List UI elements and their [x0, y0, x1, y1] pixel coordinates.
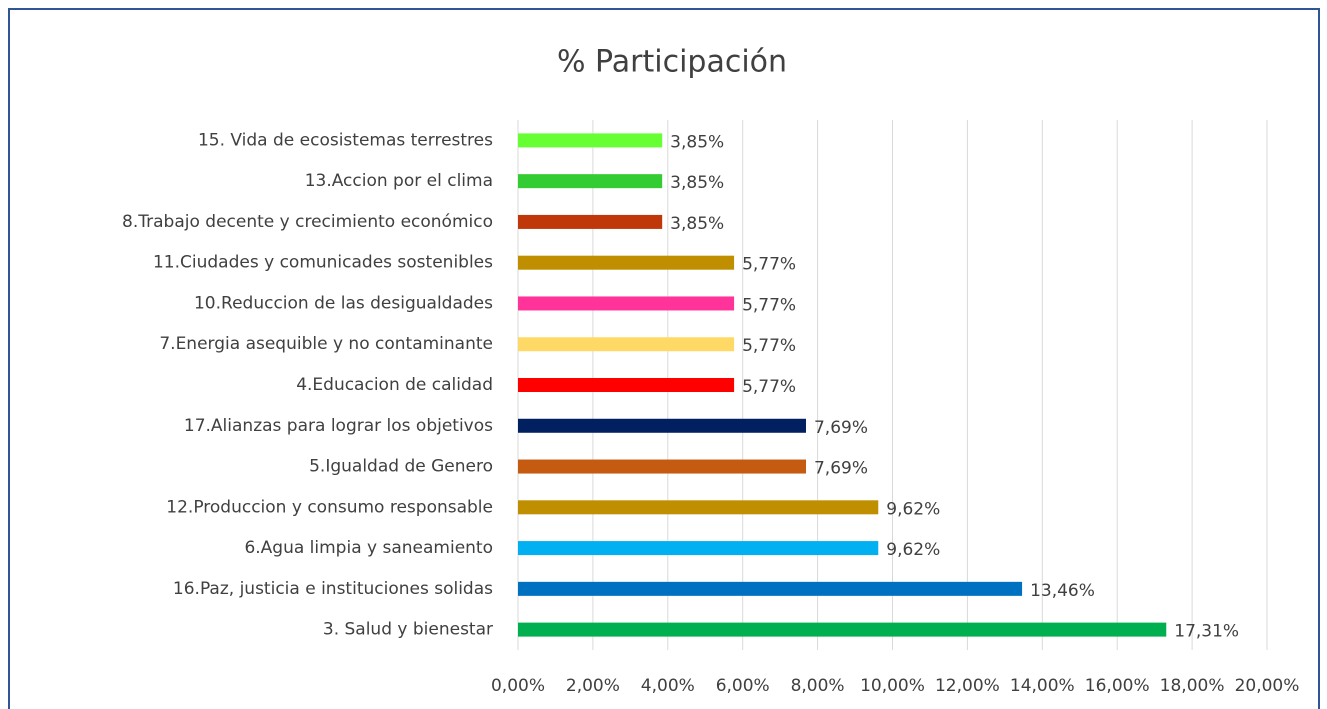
value-label: 9,62% [886, 499, 940, 519]
bar [518, 622, 1167, 637]
x-tick-label: 10,00% [860, 676, 925, 696]
bar [518, 459, 806, 474]
value-label: 3,85% [670, 173, 724, 193]
chart-title: % Participación [557, 45, 787, 80]
x-tick-label: 18,00% [1160, 676, 1225, 696]
value-label: 5,77% [742, 377, 796, 397]
value-label: 3,85% [670, 214, 724, 234]
x-tick-label: 12,00% [935, 676, 1000, 696]
bar [518, 174, 663, 189]
value-label: 3,85% [670, 132, 724, 152]
bar [518, 214, 663, 229]
value-label: 7,69% [814, 418, 868, 438]
bar [518, 541, 879, 556]
x-tick-label: 8,00% [791, 676, 845, 696]
frame [8, 8, 1320, 709]
y-tick-label: 11.Ciudades y comunicades sostenibles [153, 253, 493, 273]
bar [518, 581, 1023, 596]
bar [518, 255, 735, 270]
bar [518, 418, 806, 433]
y-tick-label: 6.Agua limpia y saneamiento [244, 538, 493, 558]
x-tick-label: 6,00% [716, 676, 770, 696]
x-tick-label: 14,00% [1010, 676, 1075, 696]
y-tick-label: 10.Reduccion de las desigualdades [194, 293, 493, 313]
y-tick-label: 17.Alianzas para lograr los objetivos [184, 416, 493, 436]
value-label: 9,62% [886, 540, 940, 560]
y-tick-label: 5.Igualdad de Genero [309, 457, 493, 477]
value-label: 17,31% [1174, 622, 1239, 642]
bar [518, 296, 735, 311]
value-label: 5,77% [742, 295, 796, 315]
x-tick-label: 16,00% [1085, 676, 1150, 696]
y-tick-label: 15. Vida de ecosistemas terrestres [198, 130, 493, 150]
x-tick-label: 4,00% [641, 676, 695, 696]
x-tick-label: 20,00% [1235, 676, 1300, 696]
y-tick-label: 8.Trabajo decente y crecimiento económic… [122, 212, 493, 232]
x-tick-label: 0,00% [491, 676, 545, 696]
value-label: 13,46% [1030, 581, 1095, 601]
y-tick-label: 16.Paz, justicia e instituciones solidas [173, 579, 493, 599]
bar [518, 133, 663, 148]
y-tick-label: 12.Produccion y consumo responsable [166, 497, 493, 517]
bar [518, 500, 879, 515]
value-label: 5,77% [742, 336, 796, 356]
y-tick-label: 4.Educacion de calidad [296, 375, 493, 395]
x-tick-label: 2,00% [566, 676, 620, 696]
y-tick-label: 7.Energia asequible y no contaminante [159, 334, 493, 354]
y-tick-label: 3. Salud y bienestar [323, 620, 493, 640]
y-tick-label: 13.Accion por el clima [305, 171, 493, 191]
bar [518, 378, 735, 392]
bar [518, 337, 735, 352]
value-label: 7,69% [814, 459, 868, 479]
value-label: 5,77% [742, 255, 796, 275]
